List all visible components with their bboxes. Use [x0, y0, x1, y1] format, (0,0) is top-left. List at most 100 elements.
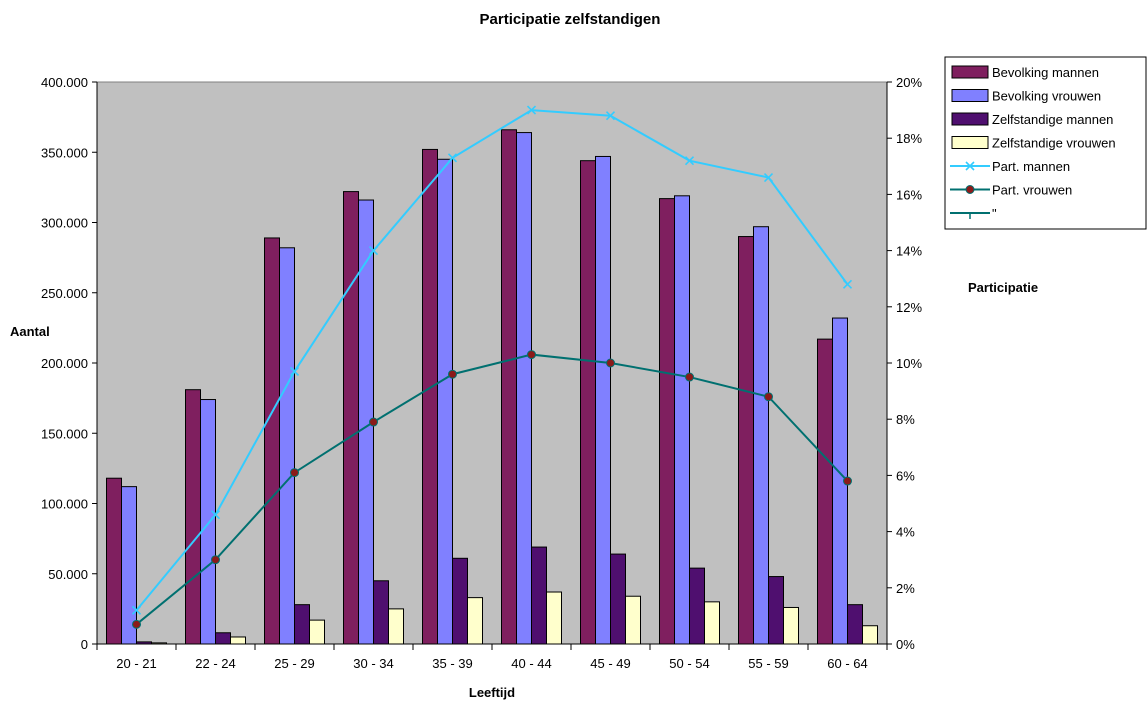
y2-tick-label: 12%: [896, 300, 922, 315]
legend-label: Part. vrouwen: [992, 183, 1072, 198]
y2-tick-label: 18%: [896, 131, 922, 146]
legend-swatch: [951, 65, 989, 79]
bar-zelfstandige-vrouwen-5: [546, 591, 562, 645]
y2-tick-label: 16%: [896, 187, 922, 202]
x-tick-label: 60 - 64: [827, 656, 867, 671]
point-x-stroke: [447, 153, 458, 163]
y-tick-label: 0: [81, 637, 88, 652]
y2-tick-label: 4%: [896, 525, 915, 540]
bar-zelfstandige-vrouwen-6: [625, 595, 641, 645]
y-tick-label: 400.000: [41, 75, 88, 90]
point-part-mannen-8: [763, 172, 774, 183]
legend-marker: [965, 185, 975, 194]
bar-zelfstandige-mannen-7: [689, 567, 705, 645]
y2-tick-label: 8%: [896, 412, 915, 427]
x-tick-label: 55 - 59: [748, 656, 788, 671]
point-part-mannen-5: [526, 105, 537, 115]
legend-marker: [965, 161, 975, 171]
legend-label: Bevolking vrouwen: [992, 89, 1101, 104]
point-part-vrouwen-4: [448, 369, 457, 379]
bar-bevolking-mannen-7: [659, 198, 675, 645]
x-tick-label: 40 - 44: [511, 656, 551, 671]
bar-zelfstandige-vrouwen-2: [309, 619, 325, 645]
point-x-stroke: [289, 366, 300, 376]
point-part-mannen-9: [842, 279, 853, 289]
bar-bevolking-mannen-4: [422, 148, 438, 645]
legend-label: Part. mannen: [992, 159, 1070, 174]
bar-bevolking-vrouwen-4: [437, 158, 453, 645]
legend-item-zelfstandige-vrouwen: Zelfstandige vrouwen: [951, 136, 1116, 151]
legend-item-part-mannen: Part. mannen: [950, 159, 1070, 174]
x-tick-label: 45 - 49: [590, 656, 630, 671]
y-axis-label: Aantal: [10, 324, 50, 339]
bar-bevolking-vrouwen-0: [121, 486, 137, 645]
bar-zelfstandige-mannen-4: [452, 557, 468, 645]
legend-item--: ": [950, 206, 997, 221]
legend-label: Bevolking mannen: [992, 65, 1099, 80]
chart-title: Participatie zelfstandigen: [480, 11, 661, 28]
y-tick-label: 300.000: [41, 216, 88, 231]
bar-bevolking-mannen-0: [106, 477, 122, 645]
point-x-stroke: [368, 246, 379, 256]
bar-bevolking-mannen-2: [264, 237, 280, 645]
legend-item-zelfstandige-mannen: Zelfstandige mannen: [951, 112, 1113, 127]
point-part-mannen-0: [131, 605, 142, 615]
point-part-mannen-7: [684, 156, 695, 166]
point-part-mannen-1: [210, 510, 221, 520]
bar-zelfstandige-vrouwen-3: [388, 608, 404, 645]
bar-zelfstandige-vrouwen-9: [862, 625, 878, 645]
bar-bevolking-mannen-9: [817, 338, 833, 645]
legend-label: Zelfstandige vrouwen: [992, 136, 1116, 151]
y-tick-label: 350.000: [41, 145, 88, 160]
y-tick-label: 150.000: [41, 426, 88, 441]
axes-layer: 0 50.000 100.000 150.000 200.000 250.000 300.0…: [41, 75, 922, 671]
y-tick-label: 200.000: [41, 356, 88, 371]
x-tick-label: 35 - 39: [432, 656, 472, 671]
y2-tick-label: 2%: [896, 581, 915, 596]
y2-axis-label: Participatie: [968, 280, 1038, 295]
legend: Bevolking mannen Bevolking vrouwen Zelfsta…: [950, 65, 1116, 221]
bar-bevolking-mannen-3: [343, 191, 359, 645]
point-part-vrouwen-2: [290, 468, 299, 478]
x-tick-label: 20 - 21: [116, 656, 156, 671]
bar-zelfstandige-vrouwen-7: [704, 601, 720, 645]
legend-swatch: [951, 112, 989, 126]
point-part-mannen-4: [447, 153, 458, 163]
point-x-stroke: [526, 105, 537, 115]
bar-bevolking-mannen-1: [185, 389, 201, 645]
bar-zelfstandige-mannen-5: [531, 546, 547, 645]
bar-bevolking-vrouwen-7: [674, 195, 690, 645]
point-x-stroke: [131, 605, 142, 615]
legend-swatch: [951, 89, 989, 102]
y2-tick-label: 10%: [896, 356, 922, 371]
point-part-vrouwen-9: [843, 476, 852, 486]
lines-layer: [131, 105, 853, 629]
bar-bevolking-vrouwen-6: [595, 155, 611, 645]
y2-tick-label: 14%: [896, 244, 922, 259]
x-tick-label: 50 - 54: [669, 656, 709, 671]
y-tick-label: 250.000: [41, 286, 88, 301]
bar-zelfstandige-vrouwen-8: [783, 606, 799, 645]
legend-swatch: [951, 136, 989, 149]
bar-bevolking-mannen-8: [738, 236, 754, 645]
bar-zelfstandige-mannen-1: [215, 632, 231, 645]
bar-bevolking-vrouwen-1: [200, 399, 216, 645]
y2-tick-label: 6%: [896, 468, 915, 483]
point-part-mannen-6: [605, 111, 616, 121]
point-part-mannen-2: [289, 366, 300, 376]
bar-zelfstandige-mannen-8: [768, 576, 784, 645]
line-part-mannen: [135, 109, 849, 611]
point-x-stroke: [684, 156, 695, 166]
bar-zelfstandige-vrouwen-4: [467, 597, 483, 645]
point-part-vrouwen-0: [132, 619, 141, 629]
point-x-stroke: [842, 279, 853, 289]
y2-tick-label: 0%: [896, 637, 915, 652]
point-part-vrouwen-7: [685, 372, 694, 382]
point-part-mannen-3: [368, 246, 379, 256]
legend-label: ": [992, 206, 997, 221]
point-part-vrouwen-8: [764, 392, 773, 402]
x-axis-label: Leeftijd: [469, 685, 515, 700]
point-part-vrouwen-5: [527, 350, 536, 360]
point-x-stroke: [210, 510, 221, 520]
